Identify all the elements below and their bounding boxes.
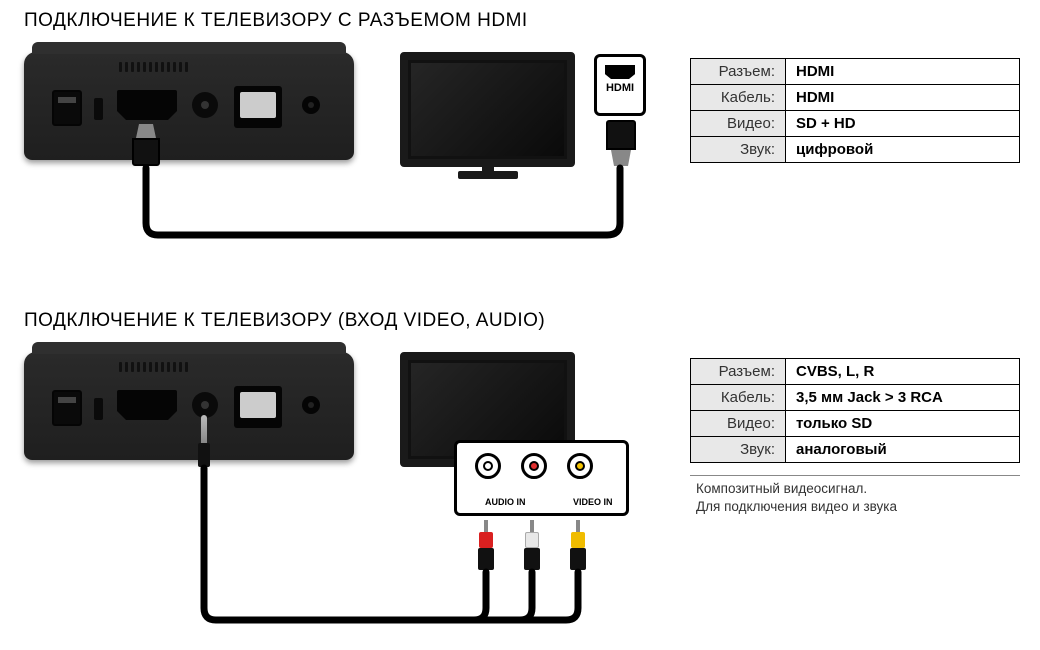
rca-socket-red-icon [521,453,547,479]
hdmi-icon [605,65,635,79]
led-icon [94,98,103,120]
rca-panel: AUDIO IN VIDEO IN [454,440,629,516]
spec-value: 3,5 мм Jack > 3 RCA [786,385,1020,411]
spec-label: Разъем: [691,59,786,85]
spec-value: HDMI [786,85,1020,111]
spec-label: Звук: [691,437,786,463]
hdmi-port-icon [117,90,177,120]
rca-socket-yellow-icon [567,453,593,479]
hdmi-plug-tv-icon [606,120,636,168]
hdmi-label: HDMI [597,82,643,94]
jack-plug-icon [200,415,208,467]
spec-value: только SD [786,411,1020,437]
ethernet-port-icon [234,386,282,428]
spec-note: Композитный видеосигнал. Для подключения… [690,475,1020,520]
hdmi-plug-device-icon [132,124,160,166]
rca-socket-white-icon [475,453,501,479]
section-hdmi: ПОДКЛЮЧЕНИЕ К ТЕЛЕВИЗОРУ С РАЗЪЕМОМ HDMI… [0,10,1040,32]
settop-box [24,52,354,160]
note-line: Композитный видеосигнал. [696,481,867,496]
note-line: Для подключения видео и звука [696,499,897,514]
spec-value: HDMI [786,59,1020,85]
section-title: ПОДКЛЮЧЕНИЕ К ТЕЛЕВИЗОРУ С РАЗЪЕМОМ HDMI [0,10,1040,32]
spec-value: аналоговый [786,437,1020,463]
spec-label: Видео: [691,111,786,137]
spec-label: Видео: [691,411,786,437]
spec-value: цифровой [786,137,1020,163]
spec-table-av: Разъем:CVBS, L, R Кабель:3,5 мм Jack > 3… [690,358,1020,463]
spec-label: Звук: [691,137,786,163]
rca-plug-red-icon [478,520,494,570]
usb-port-icon [52,390,82,426]
spec-label: Разъем: [691,359,786,385]
settop-box [24,352,354,460]
section-title: ПОДКЛЮЧЕНИЕ К ТЕЛЕВИЗОРУ (ВХОД VIDEO, AU… [0,310,1040,332]
power-port-icon [302,396,320,414]
video-in-label: VIDEO IN [573,497,613,507]
spec-table-hdmi: Разъем:HDMI Кабель:HDMI Видео:SD + HD Зв… [690,58,1020,163]
spec-label: Кабель: [691,85,786,111]
rca-plug-white-icon [524,520,540,570]
led-icon [94,398,103,420]
audio-in-label: AUDIO IN [485,497,526,507]
tv-icon [400,52,575,167]
hdmi-port-icon [117,390,177,420]
spec-value: CVBS, L, R [786,359,1020,385]
ethernet-port-icon [234,86,282,128]
usb-port-icon [52,90,82,126]
spec-label: Кабель: [691,385,786,411]
section-av: ПОДКЛЮЧЕНИЕ К ТЕЛЕВИЗОРУ (ВХОД VIDEO, AU… [0,310,1040,332]
spec-value: SD + HD [786,111,1020,137]
hdmi-input-label-box: HDMI [594,54,646,116]
power-port-icon [302,96,320,114]
rca-plug-yellow-icon [570,520,586,570]
av-port-icon [192,92,218,118]
